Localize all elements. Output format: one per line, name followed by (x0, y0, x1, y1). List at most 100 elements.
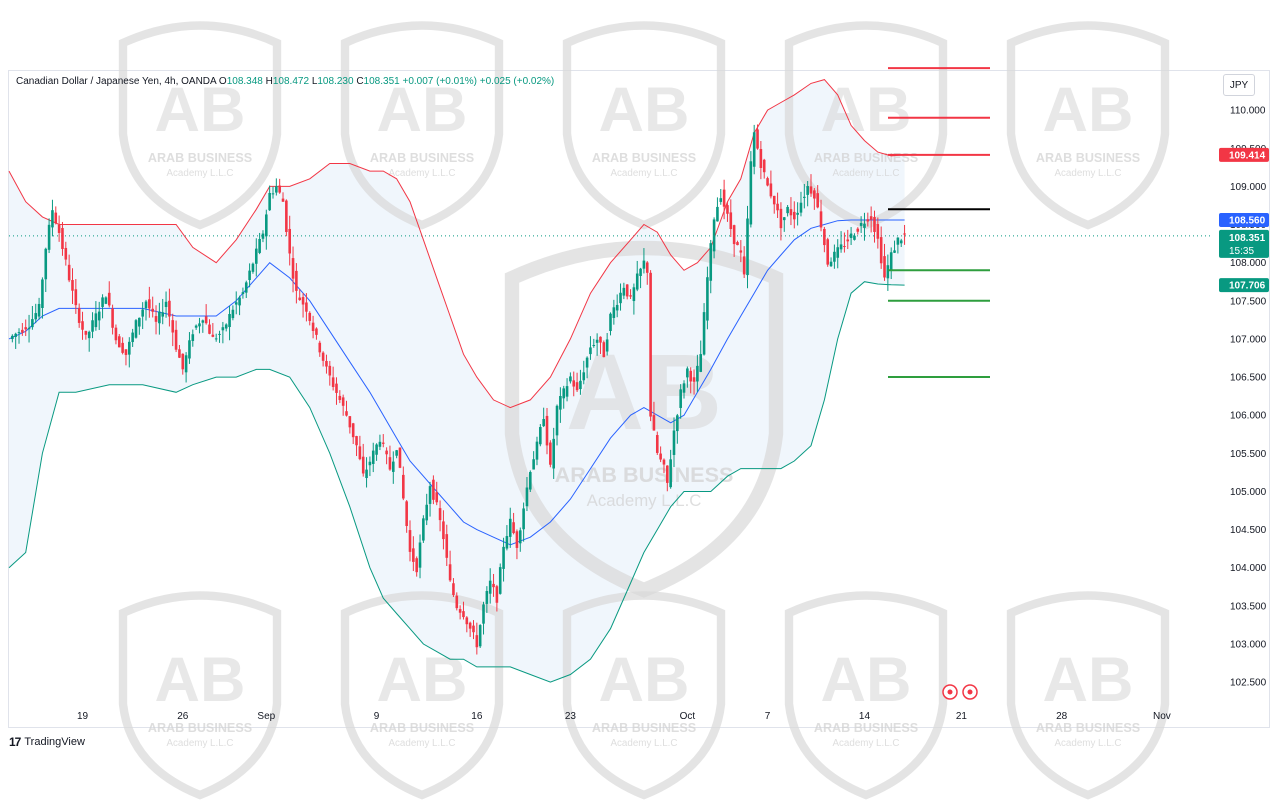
candle-body[interactable] (903, 233, 906, 235)
candle-body[interactable] (391, 461, 395, 472)
candle-body[interactable] (539, 427, 542, 445)
candle-body[interactable] (425, 504, 429, 521)
candle-body[interactable] (445, 534, 449, 558)
candle-body[interactable] (455, 595, 459, 609)
candle-body[interactable] (134, 320, 138, 338)
candle-body[interactable] (889, 252, 893, 271)
candle-body[interactable] (465, 617, 469, 625)
candle-body[interactable] (836, 247, 840, 258)
candle-body[interactable] (899, 240, 903, 244)
tradingview-logo[interactable]: 17 TradingView (9, 735, 85, 749)
candle-body[interactable] (589, 347, 592, 355)
candle-body[interactable] (395, 450, 398, 456)
candle-body[interactable] (244, 282, 248, 293)
candle-body[interactable] (338, 395, 342, 400)
candle-body[interactable] (54, 212, 58, 224)
candle-body[interactable] (308, 312, 312, 321)
candle-body[interactable] (131, 332, 134, 343)
candle-body[interactable] (722, 189, 726, 207)
candle-body[interactable] (318, 342, 322, 353)
candle-body[interactable] (886, 265, 890, 279)
candle-body[interactable] (141, 309, 144, 317)
candle-body[interactable] (228, 313, 231, 328)
candle-body[interactable] (101, 297, 104, 307)
candle-body[interactable] (121, 342, 124, 353)
candle-body[interactable] (672, 430, 676, 455)
candle-body[interactable] (238, 297, 241, 306)
candle-body[interactable] (595, 339, 599, 343)
candle-body[interactable] (385, 450, 388, 455)
candle-body[interactable] (408, 530, 412, 552)
candle-body[interactable] (47, 224, 51, 250)
candle-body[interactable] (769, 183, 773, 197)
candle-body[interactable] (335, 383, 338, 393)
candle-body[interactable] (128, 341, 131, 355)
candle-body[interactable] (592, 344, 596, 346)
candle-body[interactable] (381, 442, 385, 444)
candle-body[interactable] (712, 219, 716, 252)
candle-body[interactable] (448, 564, 452, 581)
candle-body[interactable] (655, 435, 659, 453)
candle-body[interactable] (265, 214, 268, 237)
candle-body[interactable] (181, 353, 185, 370)
candle-body[interactable] (398, 447, 402, 468)
candle-body[interactable] (241, 292, 245, 295)
chart-frame[interactable] (8, 70, 1270, 728)
candle-body[interactable] (749, 161, 753, 225)
candle-body[interactable] (361, 456, 365, 474)
candle-body[interactable] (582, 372, 586, 381)
candle-body[interactable] (736, 242, 739, 246)
candle-body[interactable] (706, 277, 709, 321)
candle-body[interactable] (412, 548, 415, 562)
candle-body[interactable] (295, 270, 298, 291)
candle-body[interactable] (428, 486, 432, 504)
candle-body[interactable] (378, 441, 382, 447)
candle-body[interactable] (254, 248, 258, 264)
candle-body[interactable] (67, 264, 71, 281)
candle-body[interactable] (77, 307, 81, 323)
candle-body[interactable] (696, 365, 699, 382)
candle-body[interactable] (666, 465, 669, 483)
candle-body[interactable] (328, 365, 332, 376)
candle-body[interactable] (559, 396, 562, 410)
candle-body[interactable] (709, 243, 713, 281)
candle-body[interactable] (71, 280, 74, 291)
candle-body[interactable] (11, 335, 14, 340)
candle-body[interactable] (726, 205, 729, 214)
candle-body[interactable] (549, 442, 552, 465)
candle-body[interactable] (211, 334, 215, 337)
candle-body[interactable] (458, 609, 462, 613)
candle-body[interactable] (168, 300, 171, 317)
candle-body[interactable] (325, 360, 328, 367)
candle-body[interactable] (819, 211, 823, 228)
candle-body[interactable] (796, 212, 799, 215)
candle-body[interactable] (629, 295, 632, 297)
candle-body[interactable] (104, 297, 108, 304)
candle-body[interactable] (615, 304, 619, 311)
currency-button[interactable]: JPY (1223, 74, 1255, 96)
candle-body[interactable] (111, 308, 114, 328)
candle-body[interactable] (268, 192, 271, 211)
candle-body[interactable] (575, 382, 579, 391)
candle-body[interactable] (14, 333, 17, 337)
candle-body[interactable] (291, 258, 295, 279)
candle-body[interactable] (692, 377, 696, 382)
candle-body[interactable] (201, 320, 205, 323)
candle-body[interactable] (231, 309, 235, 319)
candle-body[interactable] (305, 302, 308, 312)
candle-body[interactable] (649, 272, 652, 417)
candle-body[interactable] (435, 492, 439, 503)
candle-body[interactable] (552, 438, 555, 469)
candle-body[interactable] (518, 530, 522, 544)
candle-body[interactable] (719, 198, 723, 202)
candle-body[interactable] (315, 328, 318, 335)
candle-body[interactable] (248, 270, 251, 281)
candle-body[interactable] (31, 319, 34, 328)
candle-body[interactable] (188, 340, 191, 359)
candle-body[interactable] (508, 518, 512, 537)
candle-body[interactable] (475, 635, 479, 648)
candle-body[interactable] (766, 178, 769, 186)
candle-body[interactable] (495, 586, 499, 603)
candle-body[interactable] (442, 521, 445, 540)
candle-body[interactable] (896, 237, 900, 245)
